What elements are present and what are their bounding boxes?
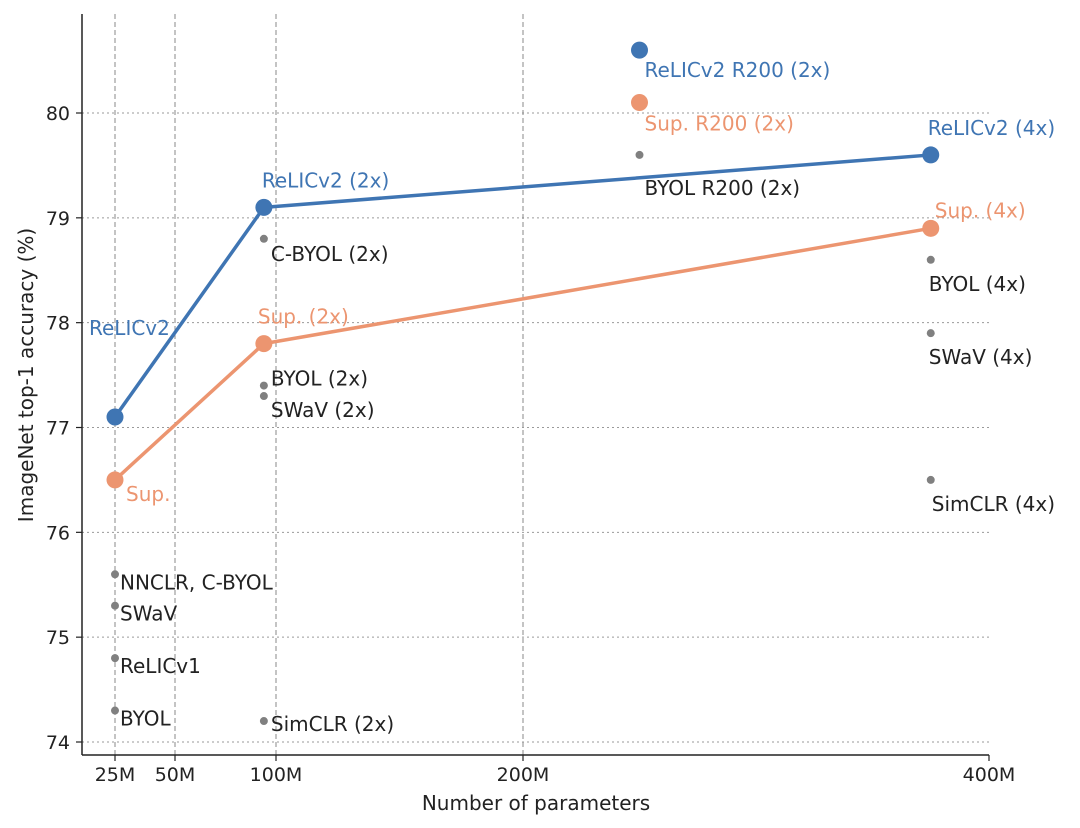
point-label: SimCLR (4x): [932, 492, 1055, 516]
point-label: Sup. (4x): [935, 198, 1026, 222]
method-point: [111, 654, 119, 663]
point-label: Sup. R200 (2x): [645, 112, 794, 136]
point-label: SimCLR (2x): [271, 712, 394, 736]
point-label: ReLICv2: [89, 316, 170, 340]
x-tick-label: 25M: [95, 764, 136, 786]
y-tick-label: 78: [46, 313, 70, 335]
point-label: Sup. (2x): [258, 305, 349, 329]
axes-layer: 74 75 76 77 78 79 80 25M 50M 100M 200M 400M: [46, 14, 1016, 786]
point-label: BYOL R200 (2x): [645, 176, 801, 200]
method-point: [259, 381, 268, 390]
point-label: BYOL (4x): [929, 272, 1026, 296]
point-label: BYOL (2x): [271, 367, 368, 391]
series-point: [255, 198, 273, 216]
point-labels: ReLICv2 ReLICv2 (2x) ReLICv2 (4x) Sup. Sup. …: [89, 58, 1055, 736]
x-tick-label: 400M: [963, 764, 1016, 786]
point-label: ReLICv2 R200 (2x): [645, 58, 831, 82]
series-point: [631, 94, 648, 112]
point-label: SWaV (2x): [271, 398, 375, 422]
method-point: [111, 570, 119, 579]
x-tick-label: 50M: [155, 764, 196, 786]
x-axis-label: Number of parameters: [422, 791, 650, 815]
point-label: ReLICv2 (4x): [928, 116, 1055, 140]
data-points: [106, 41, 940, 726]
point-label: NNCLR, C-BYOL: [120, 570, 274, 594]
series-point: [922, 146, 940, 164]
method-point: [926, 255, 935, 264]
y-tick-label: 77: [46, 418, 70, 440]
method-point: [259, 717, 268, 726]
method-point: [111, 706, 119, 715]
y-tick-label: 75: [46, 627, 70, 649]
method-point: [259, 392, 268, 401]
x-tick-label: 100M: [250, 764, 303, 786]
x-tick-label: 200M: [497, 764, 550, 786]
point-label: BYOL: [120, 707, 171, 731]
series-point: [255, 335, 273, 353]
point-label: SWaV: [120, 602, 177, 626]
method-point: [926, 329, 935, 338]
point-label: ReLICv2 (2x): [262, 168, 389, 192]
point-label: C-BYOL (2x): [271, 242, 389, 266]
series-point: [106, 408, 124, 426]
method-point: [635, 150, 644, 159]
y-axis-label: ImageNet top-1 accuracy (%): [14, 228, 38, 522]
y-tick-label: 76: [46, 522, 70, 544]
series-point: [106, 471, 124, 489]
method-point: [259, 234, 268, 243]
method-point: [926, 475, 935, 484]
method-point: [111, 601, 119, 610]
y-tick-label: 80: [46, 103, 70, 125]
y-tick-label: 74: [46, 732, 70, 754]
point-label: ReLICv1: [120, 654, 201, 678]
grid-layer: [82, 14, 989, 755]
series-point: [922, 219, 940, 237]
series-point: [631, 41, 648, 59]
point-label: SWaV (4x): [929, 345, 1033, 369]
y-tick-label: 79: [46, 208, 70, 230]
point-label: Sup.: [126, 482, 170, 506]
